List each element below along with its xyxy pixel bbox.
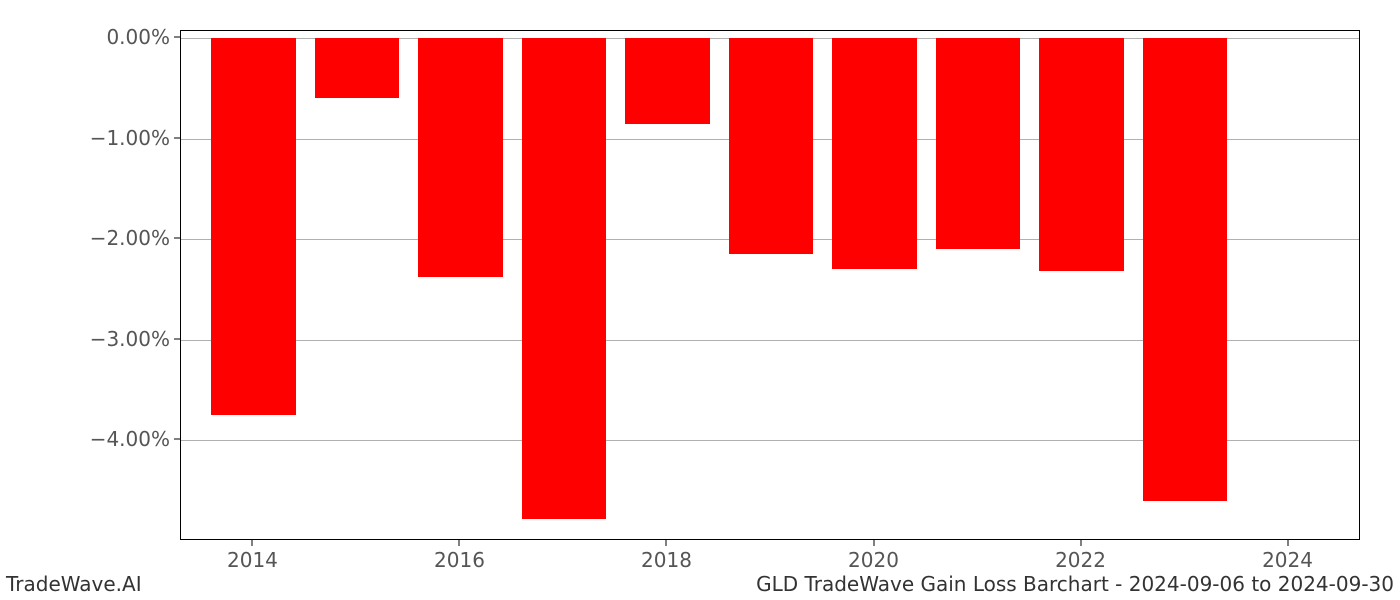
bar [315,38,400,98]
y-tick-label: −2.00% [90,226,170,250]
y-tick-mark [174,439,180,440]
bar [729,38,814,254]
footer-caption: GLD TradeWave Gain Loss Barchart - 2024-… [756,572,1394,596]
bar [625,38,710,124]
bar [418,38,503,277]
y-tick-mark [174,338,180,339]
y-tick-mark [174,37,180,38]
x-tick-label: 2020 [848,548,899,572]
y-tick-mark [174,238,180,239]
x-tick-mark [1287,540,1288,546]
x-tick-label: 2022 [1055,548,1106,572]
y-tick-mark [174,137,180,138]
x-tick-mark [1080,540,1081,546]
y-tick-label: −3.00% [90,327,170,351]
bar [936,38,1021,249]
footer-brand: TradeWave.AI [6,572,142,596]
y-tick-label: −1.00% [90,126,170,150]
y-tick-label: 0.00% [106,25,170,49]
x-tick-label: 2016 [434,548,485,572]
x-tick-label: 2018 [641,548,692,572]
bar [1039,38,1124,271]
y-tick-label: −4.00% [90,427,170,451]
bar [832,38,917,269]
x-tick-label: 2014 [227,548,278,572]
bar [1143,38,1228,501]
chart-plot-area [180,30,1360,540]
x-tick-mark [459,540,460,546]
x-tick-mark [252,540,253,546]
bar [211,38,296,415]
x-tick-label: 2024 [1262,548,1313,572]
x-tick-mark [666,540,667,546]
bar [522,38,607,519]
x-tick-mark [873,540,874,546]
